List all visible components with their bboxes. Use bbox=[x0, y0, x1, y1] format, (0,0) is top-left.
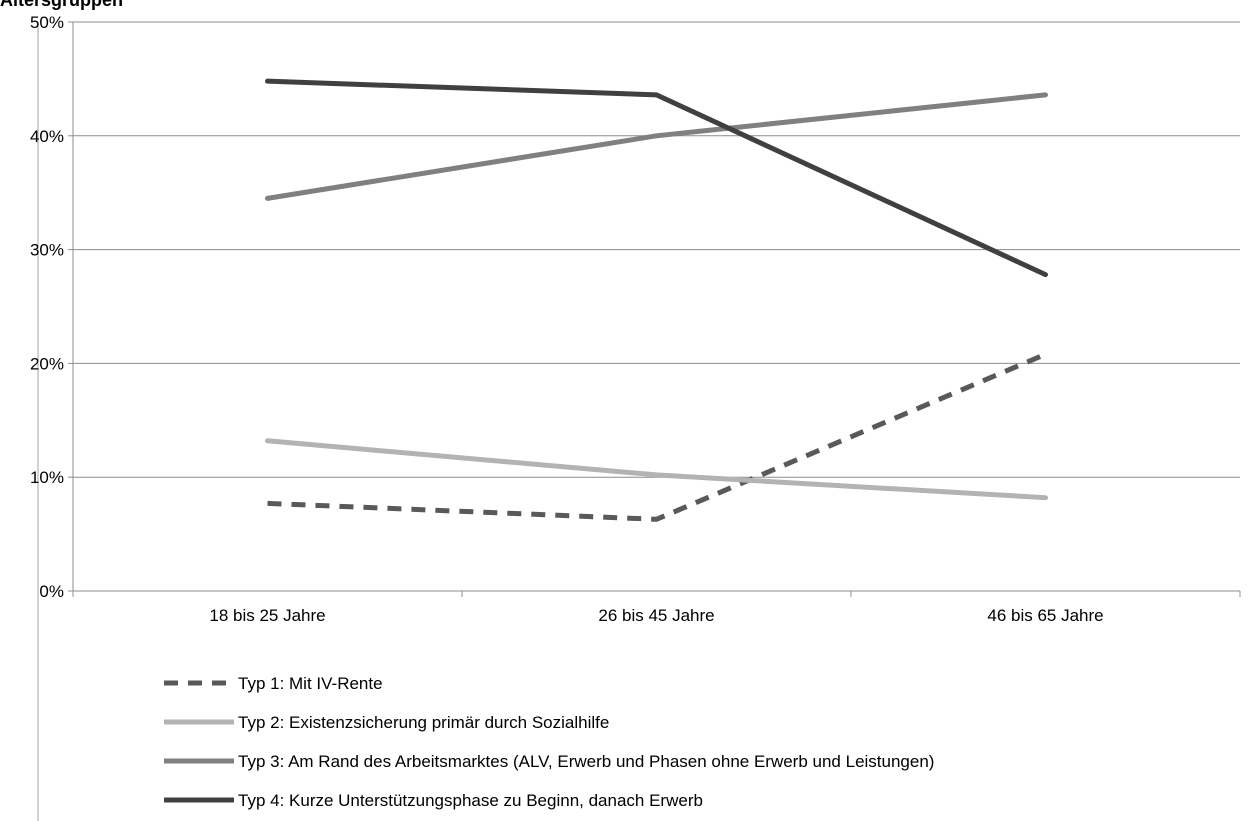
legend-label: Typ 1: Mit IV-Rente bbox=[238, 674, 383, 693]
gridlines bbox=[73, 21, 1240, 592]
y-tick-label: 20% bbox=[30, 354, 64, 373]
series-lines bbox=[265, 78, 1048, 522]
legend-label: Typ 2: Existenzsicherung primär durch So… bbox=[238, 713, 609, 732]
chart-title: Altersgruppen bbox=[0, 0, 124, 10]
y-tick-label: 50% bbox=[30, 13, 64, 32]
y-tick-label: 10% bbox=[30, 468, 64, 487]
legend: Typ 1: Mit IV-Rente Typ 2: Existenzsicher… bbox=[164, 674, 934, 810]
series-line bbox=[265, 78, 1048, 278]
x-tick-label: 46 bis 65 Jahre bbox=[987, 606, 1103, 625]
series-line bbox=[267, 351, 1047, 522]
legend-label: Typ 3: Am Rand des Arbeitsmarktes (ALV, … bbox=[238, 752, 934, 771]
x-tick-label: 26 bis 45 Jahre bbox=[598, 606, 714, 625]
y-tick-label: 0% bbox=[39, 582, 64, 601]
axes: 0% 10% 20% 30% 40% 50% 18 bis 25 Jahre 26 bis 4… bbox=[30, 13, 1241, 821]
y-tick-label: 30% bbox=[30, 241, 64, 260]
legend-label: Typ 4: Kurze Unterstützungsphase zu Begi… bbox=[238, 791, 703, 810]
y-tick-label: 40% bbox=[30, 127, 64, 146]
x-tick-label: 18 bis 25 Jahre bbox=[209, 606, 325, 625]
series-line bbox=[265, 92, 1048, 201]
series-line bbox=[265, 438, 1048, 501]
